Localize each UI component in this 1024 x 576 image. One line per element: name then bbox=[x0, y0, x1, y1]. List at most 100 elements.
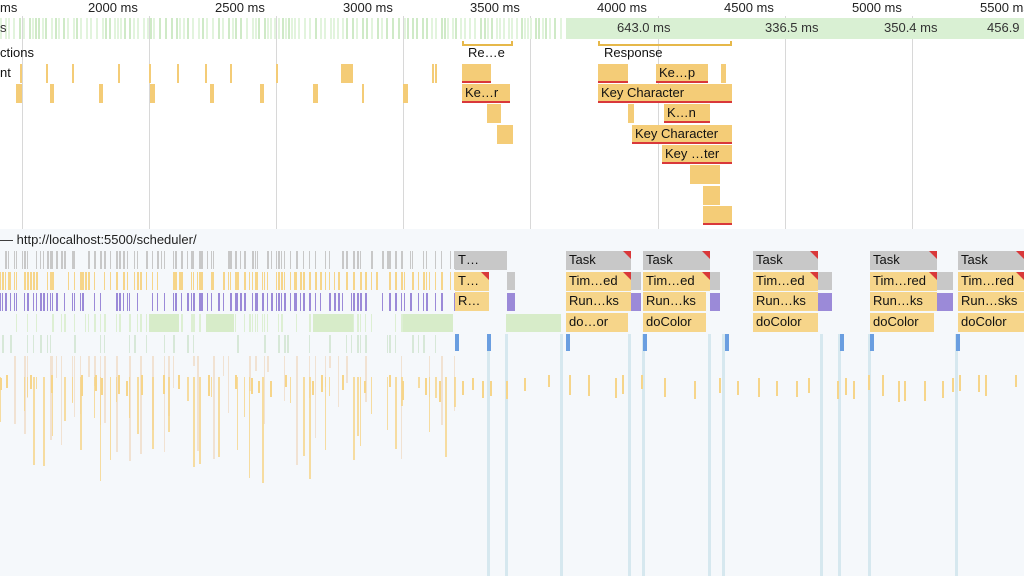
main-sliver[interactable] bbox=[30, 272, 32, 290]
main-sliver[interactable] bbox=[264, 356, 265, 424]
gc-marker[interactable] bbox=[840, 334, 844, 351]
main-sliver[interactable] bbox=[257, 314, 258, 332]
main-sliver[interactable] bbox=[127, 293, 128, 311]
main-sliver[interactable] bbox=[401, 314, 403, 332]
run-tasks-event[interactable]: R… bbox=[455, 292, 489, 311]
main-sliver[interactable] bbox=[116, 314, 117, 332]
main-sliver[interactable] bbox=[284, 293, 286, 311]
main-sliver[interactable] bbox=[329, 356, 331, 368]
main-sliver[interactable] bbox=[129, 377, 130, 418]
main-sliver[interactable] bbox=[152, 293, 153, 311]
main-sliver[interactable] bbox=[249, 314, 251, 332]
main-sliver[interactable] bbox=[338, 356, 339, 407]
main-sliver[interactable] bbox=[387, 251, 389, 269]
microtask-event[interactable] bbox=[208, 375, 210, 396]
main-sliver[interactable] bbox=[164, 335, 165, 353]
main-sliver[interactable] bbox=[429, 377, 430, 432]
main-sliver[interactable] bbox=[164, 293, 165, 311]
main-sliver[interactable] bbox=[119, 314, 121, 332]
timer-event[interactable]: T… bbox=[455, 272, 489, 291]
main-sliver[interactable] bbox=[197, 272, 198, 290]
main-sliver[interactable] bbox=[134, 251, 135, 269]
main-sliver[interactable] bbox=[252, 251, 254, 269]
main-sliver[interactable] bbox=[27, 335, 28, 353]
main-sliver[interactable] bbox=[235, 314, 236, 332]
main-sliver[interactable] bbox=[100, 377, 101, 481]
main-sliver[interactable] bbox=[441, 356, 443, 425]
main-sliver[interactable] bbox=[294, 272, 296, 290]
main-sliver[interactable] bbox=[191, 293, 192, 311]
main-sliver[interactable] bbox=[218, 293, 220, 311]
script-block[interactable] bbox=[403, 314, 453, 332]
main-sliver[interactable] bbox=[193, 335, 194, 353]
input-event[interactable] bbox=[487, 104, 501, 123]
microtask-event[interactable] bbox=[482, 381, 484, 398]
input-sliver[interactable] bbox=[149, 64, 151, 83]
main-sliver[interactable] bbox=[187, 335, 189, 353]
main-sliver[interactable] bbox=[435, 335, 436, 353]
main-sliver[interactable] bbox=[401, 293, 402, 311]
main-sliver[interactable] bbox=[193, 314, 195, 332]
main-sliver[interactable] bbox=[389, 293, 391, 311]
microtask-event[interactable] bbox=[868, 375, 870, 390]
main-sliver[interactable] bbox=[395, 272, 397, 290]
timer-event[interactable]: Tim…ed bbox=[753, 272, 818, 291]
main-sliver[interactable] bbox=[134, 272, 135, 290]
microtask-event[interactable] bbox=[524, 378, 526, 391]
main-sliver[interactable] bbox=[395, 335, 396, 353]
main-sliver[interactable] bbox=[52, 272, 54, 290]
main-sliver[interactable] bbox=[262, 272, 263, 290]
main-sliver[interactable] bbox=[303, 251, 304, 269]
main-sliver[interactable] bbox=[365, 272, 367, 290]
input-sliver[interactable] bbox=[276, 64, 278, 83]
input-event[interactable] bbox=[703, 206, 732, 225]
main-sliver[interactable] bbox=[360, 335, 361, 353]
input-event[interactable] bbox=[462, 64, 491, 83]
main-sliver[interactable] bbox=[157, 293, 158, 311]
microtask-event[interactable] bbox=[569, 375, 571, 395]
main-sliver[interactable] bbox=[365, 356, 367, 402]
main-sliver[interactable] bbox=[193, 293, 195, 311]
task-event[interactable]: T… bbox=[455, 251, 507, 270]
microtask-event[interactable] bbox=[312, 381, 314, 395]
main-sliver[interactable] bbox=[342, 251, 344, 269]
main-sliver[interactable] bbox=[175, 293, 177, 311]
main-sliver[interactable] bbox=[193, 356, 195, 366]
main-sliver[interactable] bbox=[193, 251, 194, 269]
microtask-event[interactable] bbox=[126, 381, 128, 396]
main-sliver[interactable] bbox=[74, 272, 75, 290]
main-sliver[interactable] bbox=[303, 272, 305, 290]
main-sliver[interactable] bbox=[454, 377, 456, 407]
main-sliver[interactable] bbox=[64, 377, 66, 421]
input-sliver[interactable] bbox=[403, 84, 408, 103]
microtask-event[interactable] bbox=[694, 381, 696, 399]
main-sliver[interactable] bbox=[181, 272, 183, 290]
main-sliver[interactable] bbox=[14, 293, 15, 311]
main-sliver[interactable] bbox=[187, 377, 189, 401]
main-sliver[interactable] bbox=[353, 293, 355, 311]
microtask-event[interactable] bbox=[178, 375, 180, 389]
main-sliver[interactable] bbox=[401, 356, 402, 459]
rendering-event[interactable] bbox=[507, 293, 515, 311]
function-event[interactable]: doColor bbox=[870, 313, 934, 332]
main-sliver[interactable] bbox=[36, 293, 37, 311]
main-sliver[interactable] bbox=[357, 377, 359, 436]
main-sliver[interactable] bbox=[24, 377, 25, 411]
main-sliver[interactable] bbox=[27, 272, 29, 290]
main-sliver[interactable] bbox=[193, 272, 194, 290]
main-sliver[interactable] bbox=[320, 293, 321, 311]
microtask-event[interactable] bbox=[664, 378, 666, 397]
input-event[interactable]: Key Character bbox=[632, 125, 732, 144]
main-sliver[interactable] bbox=[423, 251, 424, 269]
main-sliver[interactable] bbox=[360, 377, 361, 446]
main-sliver[interactable] bbox=[346, 251, 348, 269]
main-sliver[interactable] bbox=[157, 272, 158, 290]
main-sliver[interactable] bbox=[179, 272, 181, 290]
main-sliver[interactable] bbox=[100, 335, 101, 353]
main-sliver[interactable] bbox=[237, 272, 239, 290]
main-sliver[interactable] bbox=[290, 293, 291, 311]
microtask-event[interactable] bbox=[904, 381, 906, 401]
main-sliver[interactable] bbox=[334, 293, 336, 311]
main-sliver[interactable] bbox=[395, 377, 397, 449]
main-sliver[interactable] bbox=[33, 293, 34, 311]
